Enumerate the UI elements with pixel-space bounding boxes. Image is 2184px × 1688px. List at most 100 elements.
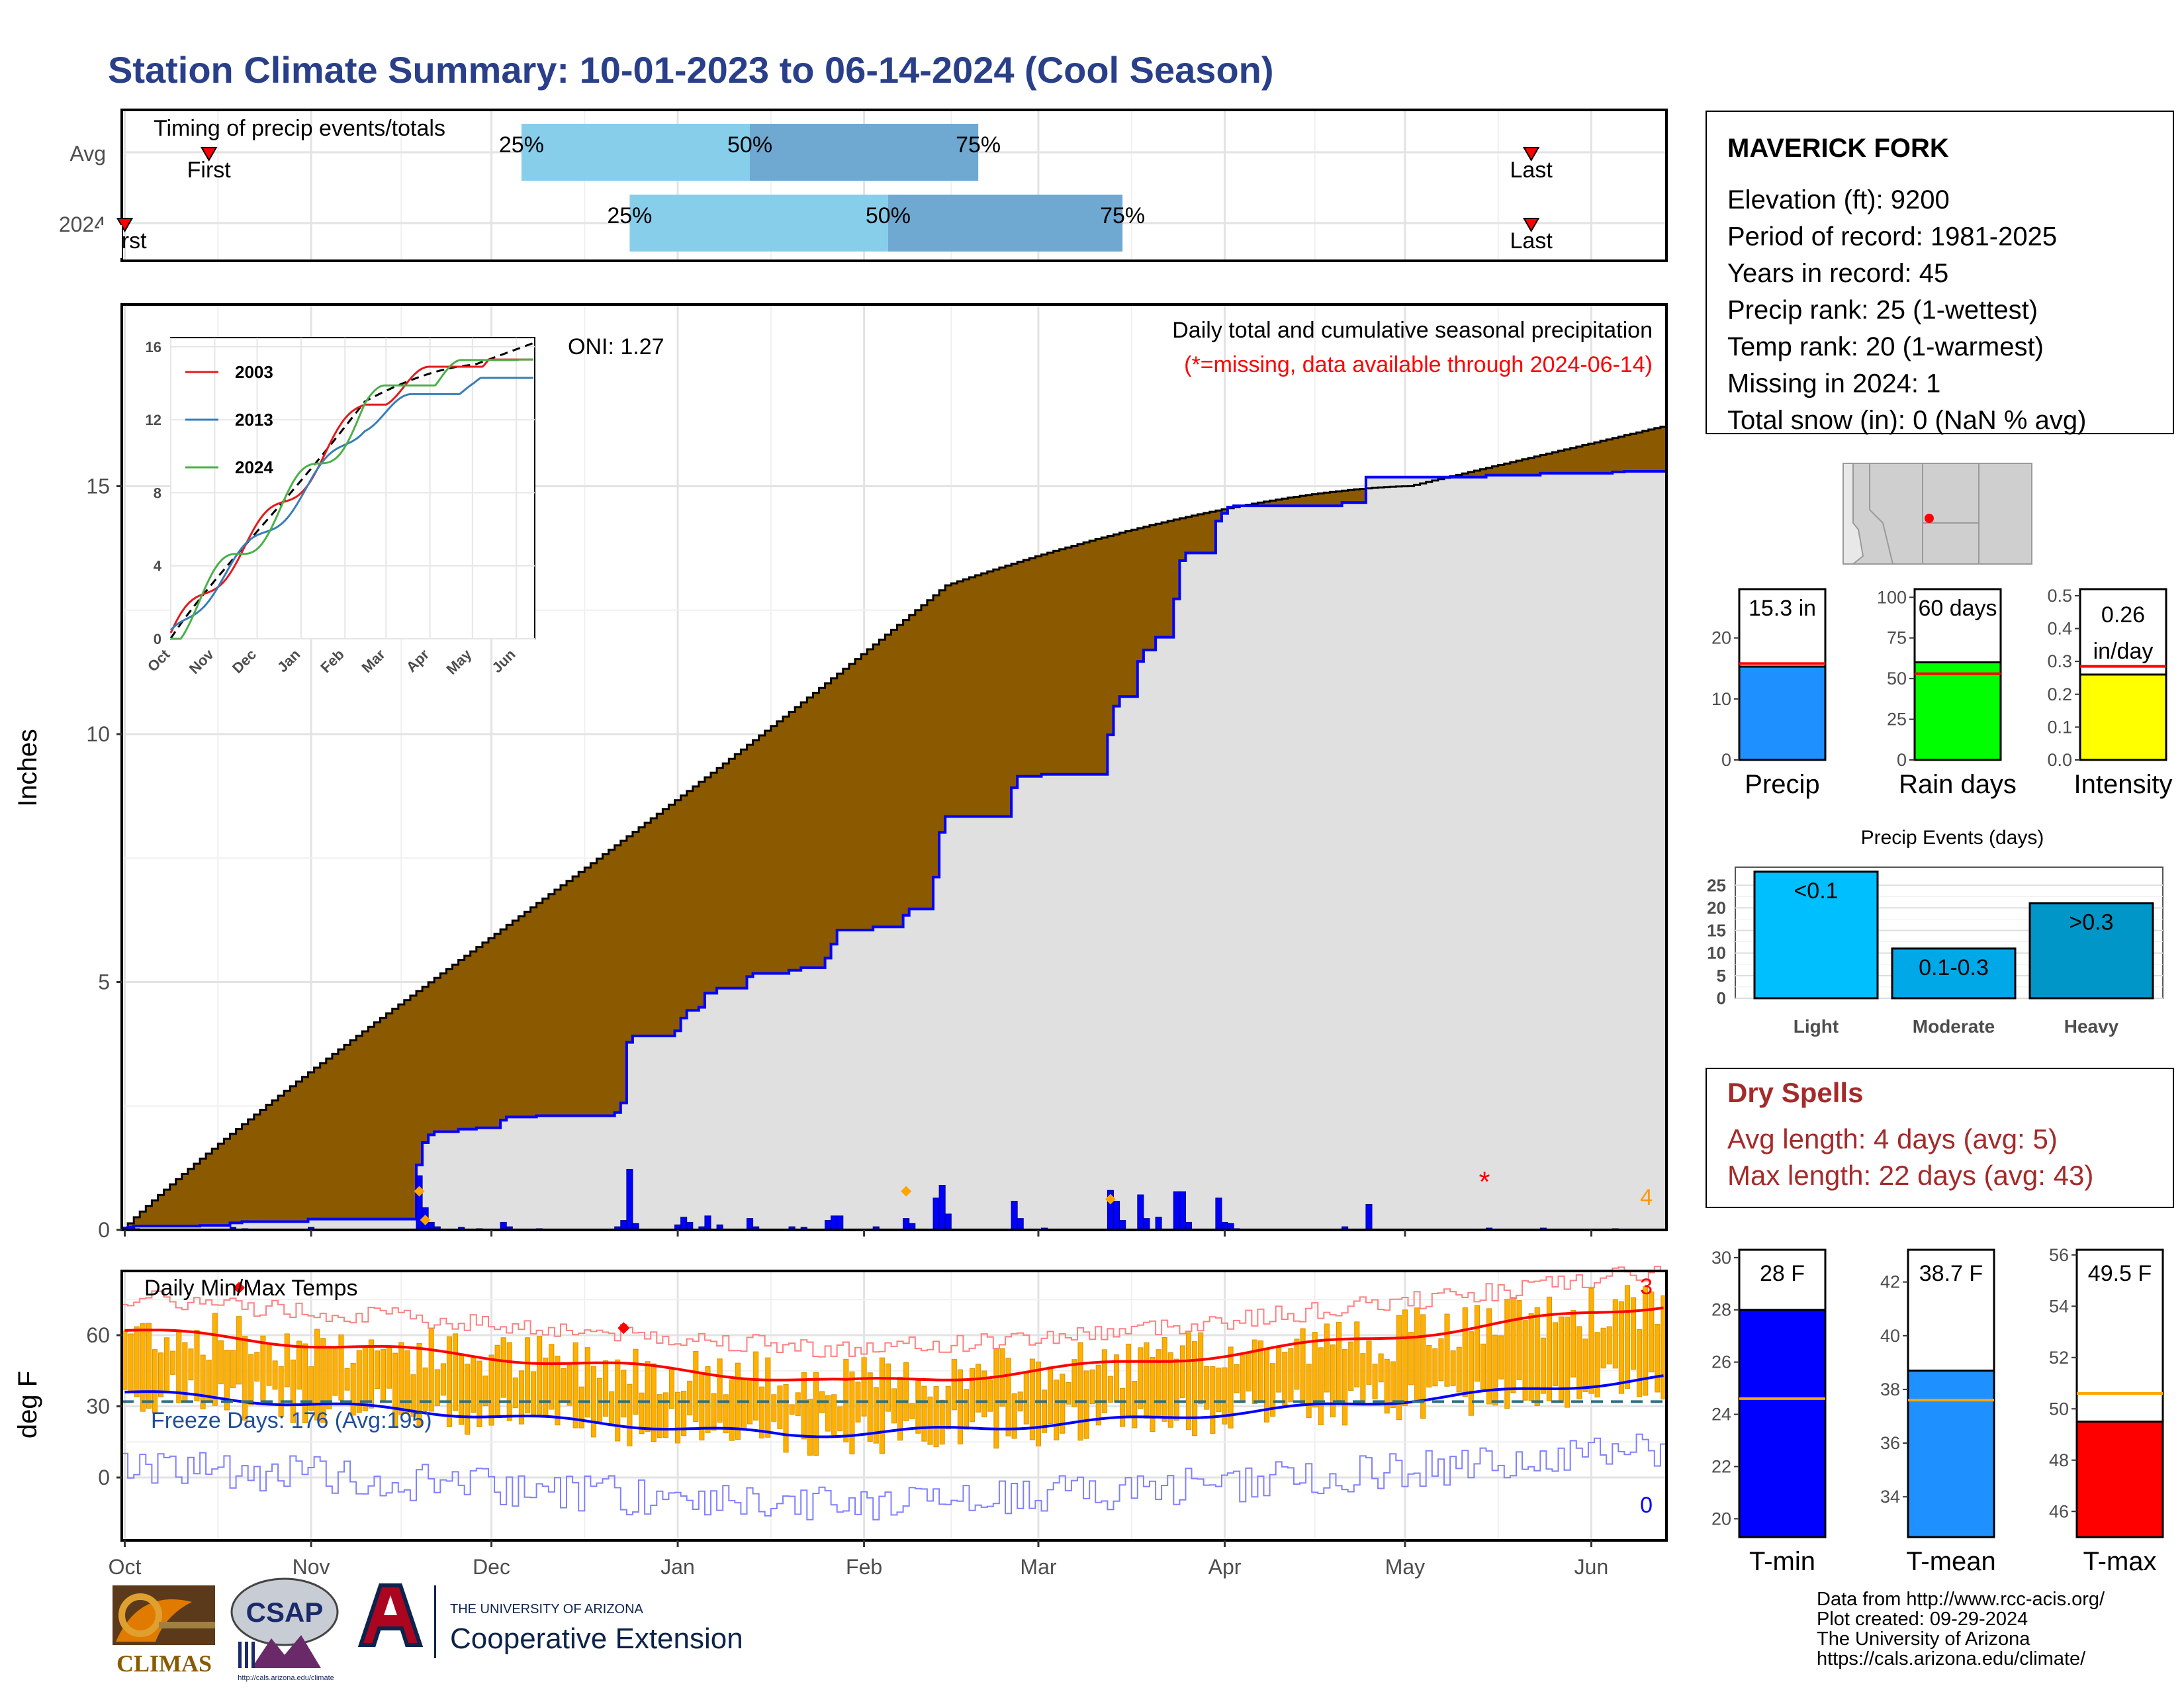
daily-temp-bar	[1312, 1332, 1318, 1408]
timing-first-marker	[200, 147, 218, 162]
timing-last-marker	[1522, 147, 1540, 162]
daily-temp-bar	[1546, 1296, 1552, 1401]
mini-bar-tick-label: 10	[1711, 689, 1731, 709]
daily-temp-bar	[891, 1388, 897, 1424]
mini-bar-tick-label: 0.3	[2047, 651, 2072, 671]
daily-temp-bar	[1077, 1342, 1083, 1441]
daily-temp-bar	[1161, 1336, 1167, 1422]
temp-bar-value	[2075, 1421, 2164, 1538]
daily-temp-bar	[927, 1396, 933, 1445]
locator-map	[1843, 463, 2032, 565]
daily-temp-bar	[578, 1386, 584, 1429]
daily-temp-bar	[332, 1348, 338, 1396]
timing-box-25-50	[521, 124, 751, 181]
daily-temp-bar	[140, 1323, 146, 1412]
daily-temp-bar	[957, 1369, 963, 1444]
temp-bar-tick-label: 42	[1880, 1272, 1900, 1292]
daily-temp-bar	[122, 1331, 128, 1390]
daily-temp-bar	[230, 1350, 236, 1388]
daily-temp-bar	[590, 1366, 596, 1438]
daily-temp-bar	[1204, 1366, 1210, 1410]
daily-temp-bar	[416, 1343, 422, 1427]
daily-temp-bar	[699, 1374, 705, 1440]
temp-bar-tick-label: 40	[1880, 1326, 1900, 1346]
daily-temp-bar	[1643, 1286, 1649, 1396]
daily-temp-bar	[1480, 1343, 1486, 1390]
temp-bar-tick-label: 24	[1711, 1405, 1731, 1425]
timing-label-75: 75%	[1100, 203, 1145, 228]
temperature-summary-bars: 20 22 24 26 28 30 28 F T-min 34 36 38 40 42 38.7 F T-m…	[1711, 1245, 2164, 1576]
csap-logo: CSAP http://cals.arizona.edu/climate	[230, 1577, 339, 1682]
daily-temp-bar	[1462, 1307, 1468, 1397]
daily-temp-bar	[662, 1392, 668, 1438]
daily-temp-bar	[1528, 1313, 1534, 1401]
temp-bar-tick-label: 46	[2049, 1501, 2069, 1521]
station-name: MAVERICK FORK	[1727, 134, 1949, 163]
daily-temp-bar	[1420, 1314, 1426, 1419]
daily-temp-bar	[681, 1390, 687, 1436]
inset-legend-label: 2013	[235, 410, 273, 430]
daily-temp-bar	[1438, 1338, 1444, 1382]
daily-temp-bar	[278, 1366, 284, 1418]
daily-temp-bar	[308, 1366, 314, 1411]
daily-temp-bar	[1552, 1322, 1559, 1387]
daily-temp-bar	[482, 1376, 488, 1406]
month-label: Dec	[473, 1555, 510, 1579]
daily-temp-bar	[603, 1360, 609, 1417]
daily-temp-bar	[398, 1342, 404, 1415]
daily-temp-bar	[1054, 1380, 1060, 1440]
events-title: Precip Events (days)	[1861, 827, 2044, 849]
daily-temp-bar	[1324, 1323, 1330, 1393]
events-category-label: Light	[1794, 1016, 1839, 1037]
temp-bar-tick-label: 30	[1711, 1248, 1731, 1268]
station-info-box: MAVERICK FORK Elevation (ft): 9200 Period…	[1706, 111, 2174, 435]
events-bar-label: 0.1-0.3	[1919, 955, 1989, 980]
station-location-dot	[1925, 514, 1934, 523]
daily-temp-bar	[1330, 1344, 1336, 1418]
daily-temp-bar	[1300, 1328, 1306, 1404]
inset-x-tick-label: Feb	[317, 646, 347, 676]
mini-bar-tick-label: 20	[1711, 628, 1731, 648]
daily-precip-bar	[1173, 1191, 1180, 1231]
daily-temp-bar	[1661, 1295, 1666, 1400]
daily-temp-bar	[1474, 1305, 1480, 1382]
temp-bar-tick-label: 48	[2049, 1450, 2069, 1470]
daily-temp-bar	[1101, 1349, 1107, 1413]
daily-temp-bar	[1432, 1348, 1438, 1387]
mini-bar-value-label: 15.3 in	[1749, 596, 1816, 621]
daily-temp-bar	[987, 1379, 993, 1412]
daily-temp-bar	[284, 1333, 290, 1387]
inset-y-tick-label: 12	[146, 412, 161, 428]
daily-temp-bar	[1066, 1382, 1071, 1405]
month-label: Mar	[1020, 1555, 1056, 1579]
inset-x-tick-label: Dec	[229, 646, 259, 677]
mini-bar-value	[2079, 673, 2167, 761]
events-y-tick-label: 20	[1707, 898, 1726, 917]
month-label: May	[1385, 1555, 1425, 1579]
daily-temp-bar	[1504, 1298, 1510, 1409]
inset-x-tick-label: Nov	[186, 645, 218, 677]
daily-precip-bar	[626, 1168, 633, 1231]
daily-temp-bar	[1234, 1364, 1240, 1393]
daily-temp-bar	[1624, 1285, 1631, 1389]
temp-y-tick-label: 0	[98, 1466, 110, 1489]
daily-temp-bar	[759, 1386, 765, 1438]
oni-value: ONI: 1.27	[568, 334, 664, 359]
daily-temp-bar	[1071, 1359, 1077, 1407]
events-y-tick-label: 15	[1707, 921, 1726, 941]
daily-temp-bar	[194, 1330, 200, 1401]
daily-temp-bar	[1516, 1300, 1522, 1380]
precip-y-tick-label: 15	[86, 475, 110, 498]
daily-temp-bar	[1378, 1353, 1384, 1383]
daily-temp-bar	[212, 1313, 218, 1406]
daily-temp-bar	[627, 1383, 633, 1446]
daily-temp-bar	[849, 1371, 855, 1455]
season-totals-bars: 0 10 20 15.3 in Precip 0 25 50 75 100 60 days Rain …	[1711, 586, 2173, 799]
daily-temp-bar	[717, 1358, 723, 1423]
daily-temp-bar	[976, 1364, 981, 1413]
daily-temp-bar	[128, 1333, 134, 1393]
daily-temp-bar	[1210, 1366, 1216, 1434]
average-cumulative-line	[122, 426, 1666, 1229]
daily-temp-bar	[903, 1362, 909, 1421]
mini-bar-tick-label: 0.0	[2047, 750, 2072, 770]
